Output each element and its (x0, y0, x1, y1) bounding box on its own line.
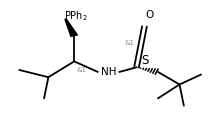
Text: S: S (141, 54, 148, 67)
Text: &1: &1 (76, 67, 86, 73)
Text: PPh$_2$: PPh$_2$ (64, 9, 88, 23)
Text: &1: &1 (124, 40, 134, 46)
Text: O: O (145, 10, 154, 20)
Polygon shape (65, 19, 77, 36)
Text: NH: NH (101, 67, 116, 77)
